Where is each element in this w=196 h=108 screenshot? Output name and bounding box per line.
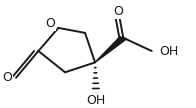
Text: O: O bbox=[113, 5, 123, 18]
Text: OH: OH bbox=[86, 94, 106, 107]
Text: O: O bbox=[2, 71, 12, 84]
Text: O: O bbox=[46, 17, 55, 30]
Polygon shape bbox=[95, 37, 127, 62]
Text: OH: OH bbox=[160, 44, 179, 57]
